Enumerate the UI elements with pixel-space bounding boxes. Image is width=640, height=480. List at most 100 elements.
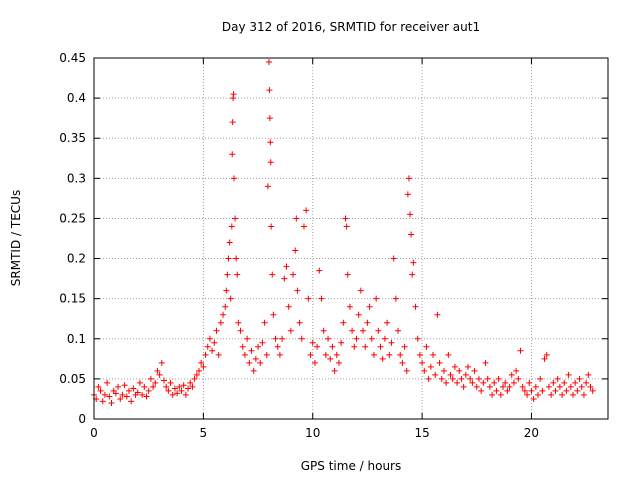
data-point — [451, 363, 458, 370]
data-point — [141, 383, 148, 390]
data-point — [386, 351, 393, 358]
data-point — [272, 335, 279, 342]
data-point — [587, 383, 594, 390]
y-tick-label: 0.1 — [67, 332, 86, 346]
data-point — [430, 351, 437, 358]
data-point — [407, 211, 414, 218]
data-point — [491, 379, 498, 386]
data-point — [115, 383, 122, 390]
data-point — [554, 375, 561, 382]
data-point — [574, 387, 581, 394]
data-point — [478, 387, 485, 394]
x-tick-label: 10 — [305, 426, 320, 440]
data-point — [343, 223, 350, 230]
data-point — [550, 379, 557, 386]
data-point — [160, 377, 167, 384]
data-point — [112, 390, 119, 397]
data-point — [229, 119, 236, 126]
grid — [94, 58, 608, 419]
data-point — [314, 343, 321, 350]
data-point — [264, 183, 271, 190]
data-point — [270, 311, 277, 318]
data-point — [563, 387, 570, 394]
data-point — [322, 351, 329, 358]
data-point — [412, 303, 419, 310]
data-point — [154, 367, 161, 374]
data-point — [293, 215, 300, 222]
data-point — [250, 367, 257, 374]
data-point — [217, 319, 224, 326]
data-point — [265, 59, 272, 66]
data-point — [241, 351, 248, 358]
data-point — [497, 391, 504, 398]
data-point — [134, 389, 141, 396]
data-point — [556, 383, 563, 390]
y-tick-label: 0.2 — [67, 252, 86, 266]
data-point — [230, 175, 237, 182]
data-point — [180, 382, 187, 389]
data-point — [331, 367, 338, 374]
data-point — [174, 390, 181, 397]
data-point — [193, 371, 200, 378]
data-point — [438, 375, 445, 382]
data-point — [532, 383, 539, 390]
data-point — [145, 387, 152, 394]
data-point — [178, 387, 185, 394]
x-tick-label: 5 — [200, 426, 208, 440]
data-point — [303, 207, 310, 214]
data-point — [233, 255, 240, 262]
data-point — [325, 335, 332, 342]
data-point — [276, 351, 283, 358]
data-point — [294, 287, 301, 294]
data-point — [285, 303, 292, 310]
data-point — [150, 383, 157, 390]
data-point — [344, 271, 351, 278]
data-point — [244, 335, 251, 342]
data-point — [434, 311, 441, 318]
data-point — [143, 393, 150, 400]
data-point — [535, 391, 542, 398]
data-point — [528, 387, 535, 394]
data-point — [397, 351, 404, 358]
data-point — [425, 375, 432, 382]
data-point — [202, 351, 209, 358]
data-point — [234, 271, 241, 278]
data-point — [274, 343, 281, 350]
data-point — [156, 371, 163, 378]
data-point — [163, 383, 170, 390]
x-tick-label: 15 — [414, 426, 429, 440]
data-point — [259, 339, 266, 346]
data-point — [139, 391, 146, 398]
data-point — [215, 351, 222, 358]
data-point — [469, 379, 476, 386]
data-point — [552, 387, 559, 394]
data-point — [519, 383, 526, 390]
data-point — [290, 271, 297, 278]
data-point — [508, 371, 515, 378]
data-point — [456, 367, 463, 374]
data-point — [375, 327, 382, 334]
data-point — [266, 87, 273, 94]
data-point — [480, 379, 487, 386]
data-point — [561, 379, 568, 386]
data-point — [117, 395, 124, 402]
data-point — [311, 359, 318, 366]
data-point — [191, 375, 198, 382]
data-point — [447, 371, 454, 378]
data-point — [335, 359, 342, 366]
data-point — [226, 239, 233, 246]
data-point — [292, 247, 299, 254]
data-point — [267, 159, 274, 166]
y-tick-label: 0.05 — [59, 372, 86, 386]
data-point — [462, 371, 469, 378]
data-point — [526, 379, 533, 386]
data-point — [152, 379, 159, 386]
data-point — [224, 271, 231, 278]
data-point — [572, 379, 579, 386]
data-point — [353, 335, 360, 342]
data-point — [346, 303, 353, 310]
y-tick-label: 0.25 — [59, 211, 86, 225]
data-point — [475, 375, 482, 382]
data-point — [287, 327, 294, 334]
data-point — [182, 391, 189, 398]
